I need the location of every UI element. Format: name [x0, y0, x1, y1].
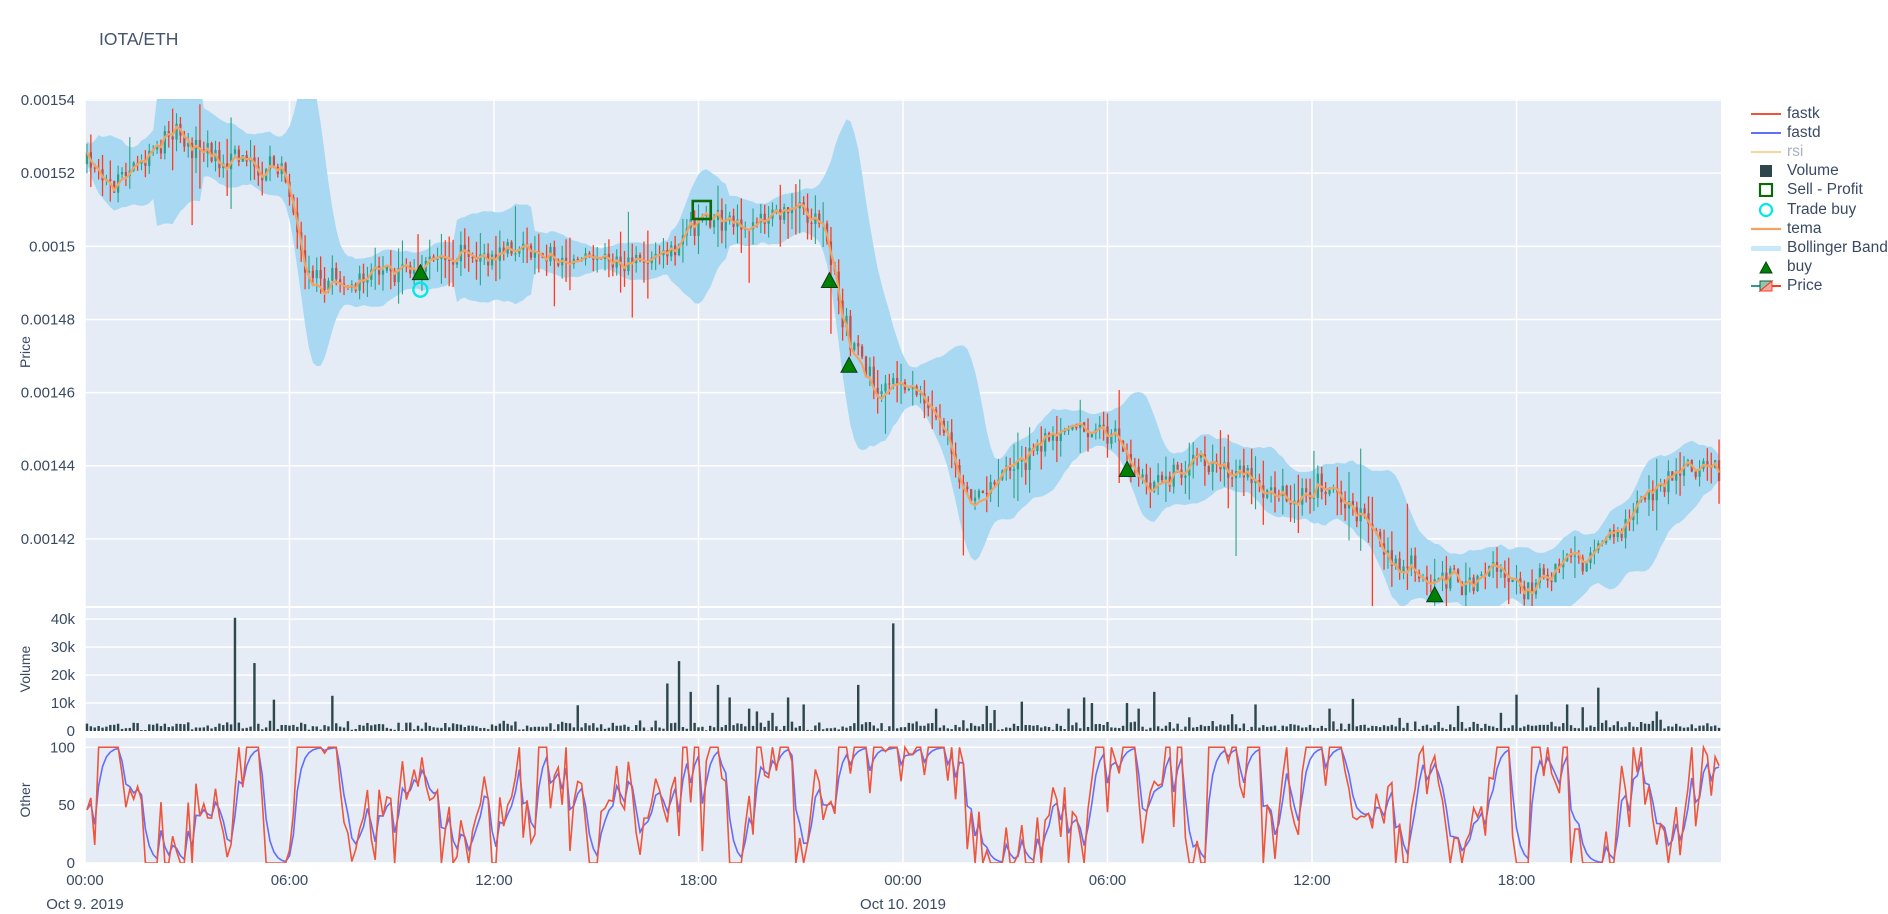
svg-text:18:00: 18:00	[680, 872, 718, 889]
svg-text:0.00142: 0.00142	[21, 531, 75, 548]
svg-text:0.00154: 0.00154	[21, 92, 75, 109]
svg-text:06:00: 06:00	[1089, 872, 1127, 889]
svg-text:Price: Price	[17, 336, 33, 368]
svg-text:50: 50	[58, 797, 75, 814]
svg-text:0.0015: 0.0015	[29, 238, 75, 255]
svg-text:40k: 40k	[51, 611, 76, 628]
svg-text:12:00: 12:00	[475, 872, 513, 889]
svg-text:00:00: 00:00	[66, 872, 104, 889]
svg-text:00:00: 00:00	[884, 872, 922, 889]
svg-text:0.00146: 0.00146	[21, 385, 75, 402]
svg-text:Other: Other	[17, 782, 33, 817]
svg-text:18:00: 18:00	[1498, 872, 1536, 889]
svg-text:0: 0	[67, 855, 75, 872]
svg-text:0.00144: 0.00144	[21, 458, 75, 475]
svg-text:0.00152: 0.00152	[21, 165, 75, 182]
svg-text:100: 100	[50, 739, 75, 756]
svg-text:Oct 10, 2019: Oct 10, 2019	[860, 896, 946, 909]
svg-text:20k: 20k	[51, 667, 76, 684]
svg-text:06:00: 06:00	[271, 872, 309, 889]
svg-text:Volume: Volume	[17, 645, 33, 692]
svg-text:0: 0	[67, 723, 75, 740]
svg-text:10k: 10k	[51, 695, 76, 712]
svg-text:12:00: 12:00	[1293, 872, 1331, 889]
svg-text:Oct 9, 2019: Oct 9, 2019	[46, 896, 124, 909]
svg-text:30k: 30k	[51, 639, 76, 656]
svg-text:0.00148: 0.00148	[21, 311, 75, 328]
